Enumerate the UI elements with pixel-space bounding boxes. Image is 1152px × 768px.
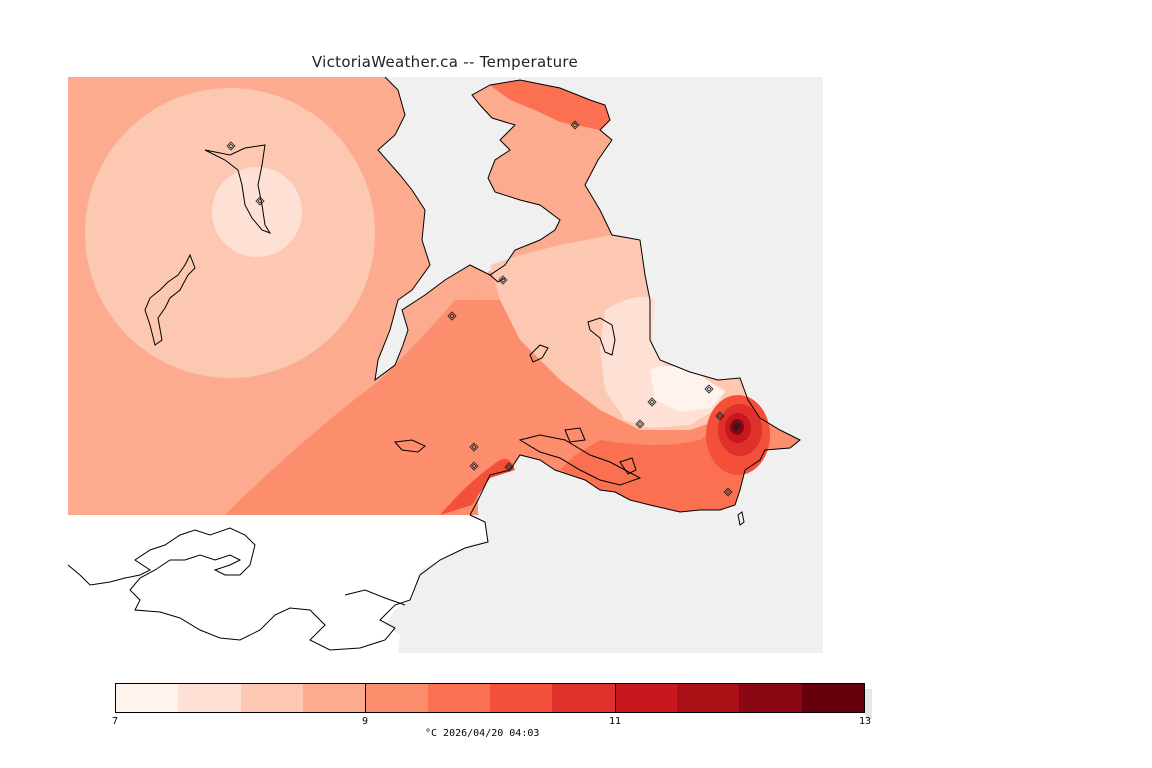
station-marker-icon [570, 120, 580, 130]
colorbar-bin [116, 684, 179, 712]
colorbar-bin [801, 684, 864, 712]
station-marker-icon [226, 141, 236, 151]
colorbar-tick-label: 11 [608, 716, 622, 727]
station-marker-icon [469, 461, 479, 471]
colorbar-bin [552, 684, 615, 712]
colorbar-bin [676, 684, 740, 712]
no-data-area [68, 515, 488, 653]
colorbar-bin [614, 684, 677, 712]
left-landmass [68, 77, 490, 515]
colorbar-bin [302, 684, 366, 712]
station-marker-icon [255, 196, 265, 206]
colorbar-bin [365, 684, 428, 712]
station-marker-icon [447, 311, 457, 321]
station-marker-icon [704, 384, 714, 394]
colorbar-bin [489, 684, 553, 712]
colorbar-caption: °C 2026/04/20 04:03 [425, 728, 540, 739]
station-marker-icon [469, 442, 479, 452]
colorbar [115, 683, 865, 713]
colorbar-bin [178, 684, 241, 712]
colorbar-tick-label: 7 [111, 716, 119, 727]
station-markers [226, 120, 742, 497]
station-marker-icon [723, 487, 733, 497]
colorbar-bin [427, 684, 490, 712]
station-marker-icon [504, 462, 514, 472]
station-marker-icon [715, 411, 725, 421]
station-marker-icon [647, 397, 657, 407]
coastlines [67, 76, 801, 651]
colorbar-tick-line [364, 683, 366, 713]
peninsula-landmass [440, 80, 800, 515]
colorbar-tick-label: 13 [858, 716, 872, 727]
map-title: VictoriaWeather.ca -- Temperature [311, 53, 579, 71]
colorbar-shadow [865, 689, 872, 719]
colorbar-bin [240, 684, 303, 712]
colorbar-bin [739, 684, 802, 712]
station-marker-icon [635, 419, 645, 429]
colorbar-tick-label: 9 [361, 716, 369, 727]
colorbar-tick-line [614, 683, 616, 713]
station-marker-icon [732, 421, 742, 431]
station-marker-icon [498, 275, 508, 285]
